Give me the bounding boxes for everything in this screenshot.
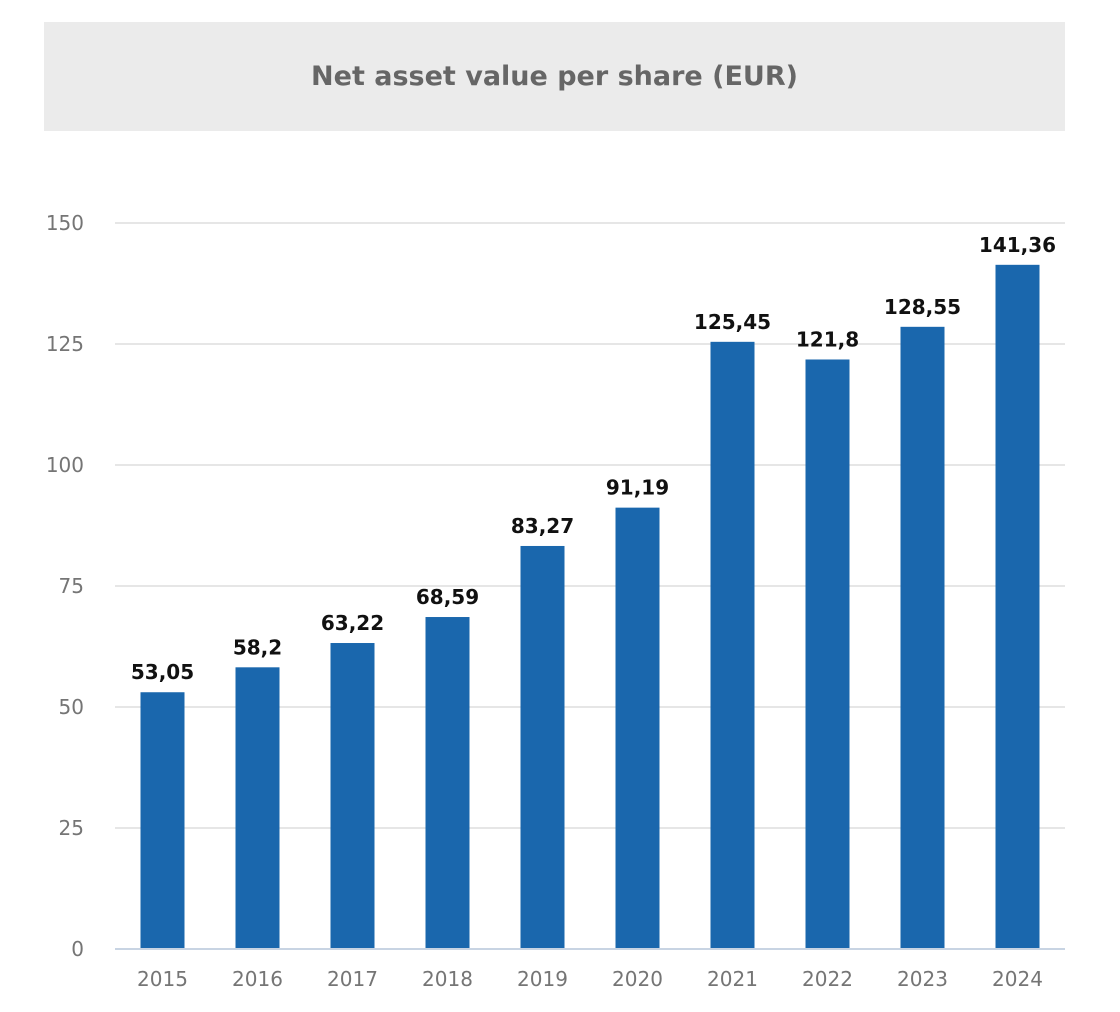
x-tick-label-2022: 2022 bbox=[802, 967, 853, 991]
bar-2024 bbox=[995, 264, 1040, 949]
y-tick-label-0: 0 bbox=[71, 937, 84, 961]
y-tick-label-50: 50 bbox=[59, 695, 84, 719]
y-tick-label-125: 125 bbox=[46, 332, 84, 356]
x-tick-label-2023: 2023 bbox=[897, 967, 948, 991]
data-label-2018: 68,59 bbox=[416, 585, 479, 609]
y-tick-label-75: 75 bbox=[59, 574, 84, 598]
data-label-2023: 128,55 bbox=[884, 295, 961, 319]
bar-2023 bbox=[900, 326, 945, 949]
bar-2020 bbox=[615, 507, 660, 949]
y-tick-label-150: 150 bbox=[46, 211, 84, 235]
data-label-2020: 91,19 bbox=[606, 476, 669, 500]
bar-2016 bbox=[235, 667, 280, 949]
data-label-2024: 141,36 bbox=[979, 233, 1056, 257]
bar-2017 bbox=[330, 643, 375, 949]
bar-2018 bbox=[425, 617, 470, 949]
x-tick-label-2017: 2017 bbox=[327, 967, 378, 991]
x-tick-label-2016: 2016 bbox=[232, 967, 283, 991]
data-label-2021: 125,45 bbox=[694, 310, 771, 334]
bar-2022 bbox=[805, 359, 850, 949]
x-tick-label-2020: 2020 bbox=[612, 967, 663, 991]
x-tick-label-2018: 2018 bbox=[422, 967, 473, 991]
bar-2021 bbox=[710, 341, 755, 949]
y-tick-label-25: 25 bbox=[59, 816, 84, 840]
y-tick-label-100: 100 bbox=[46, 453, 84, 477]
data-label-2017: 63,22 bbox=[321, 611, 384, 635]
x-tick-label-2015: 2015 bbox=[137, 967, 188, 991]
bar-2015 bbox=[140, 692, 185, 949]
data-label-2019: 83,27 bbox=[511, 514, 574, 538]
chart-title: Net asset value per share (EUR) bbox=[311, 61, 798, 92]
x-tick-label-2021: 2021 bbox=[707, 967, 758, 991]
chart-title-bar: Net asset value per share (EUR) bbox=[44, 22, 1065, 131]
bar-2019 bbox=[520, 545, 565, 949]
data-label-2016: 58,2 bbox=[233, 635, 282, 659]
x-tick-label-2019: 2019 bbox=[517, 967, 568, 991]
data-label-2022: 121,8 bbox=[796, 327, 859, 351]
x-tick-label-2024: 2024 bbox=[992, 967, 1043, 991]
data-label-2015: 53,05 bbox=[131, 660, 194, 684]
